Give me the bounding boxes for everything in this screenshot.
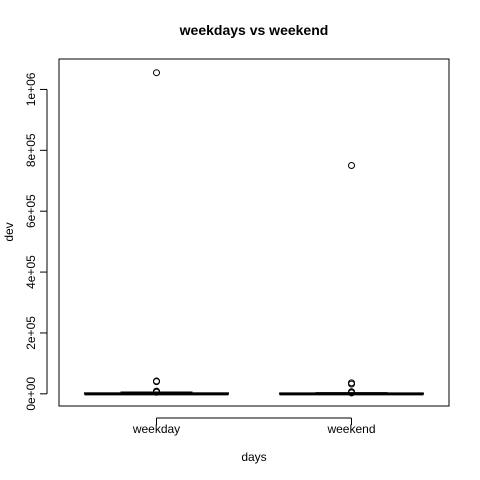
y-tick-label: 1e+06 xyxy=(24,72,38,106)
y-tick-label: 2e+05 xyxy=(24,316,38,350)
plot-frame xyxy=(59,59,449,406)
box-weekday xyxy=(85,70,229,396)
chart-title: weekdays vs weekend xyxy=(179,22,329,38)
x-tick-label: weekend xyxy=(326,422,375,436)
y-tick-label: 0e+00 xyxy=(24,377,38,411)
x-tick-label: weekday xyxy=(132,422,180,436)
y-axis-label: dev xyxy=(2,222,16,241)
y-tick-label: 4e+05 xyxy=(24,255,38,289)
x-axis: weekday weekend xyxy=(132,418,376,436)
box-weekend xyxy=(280,163,424,396)
y-tick-label: 6e+05 xyxy=(24,194,38,228)
x-axis-label: days xyxy=(241,450,266,464)
y-tick-label: 8e+05 xyxy=(24,133,38,167)
y-axis: 0e+00 2e+05 4e+05 6e+05 8e+05 1e+06 xyxy=(24,72,47,410)
outlier-point xyxy=(154,70,160,76)
boxes xyxy=(85,70,424,396)
outlier-point xyxy=(349,163,355,169)
